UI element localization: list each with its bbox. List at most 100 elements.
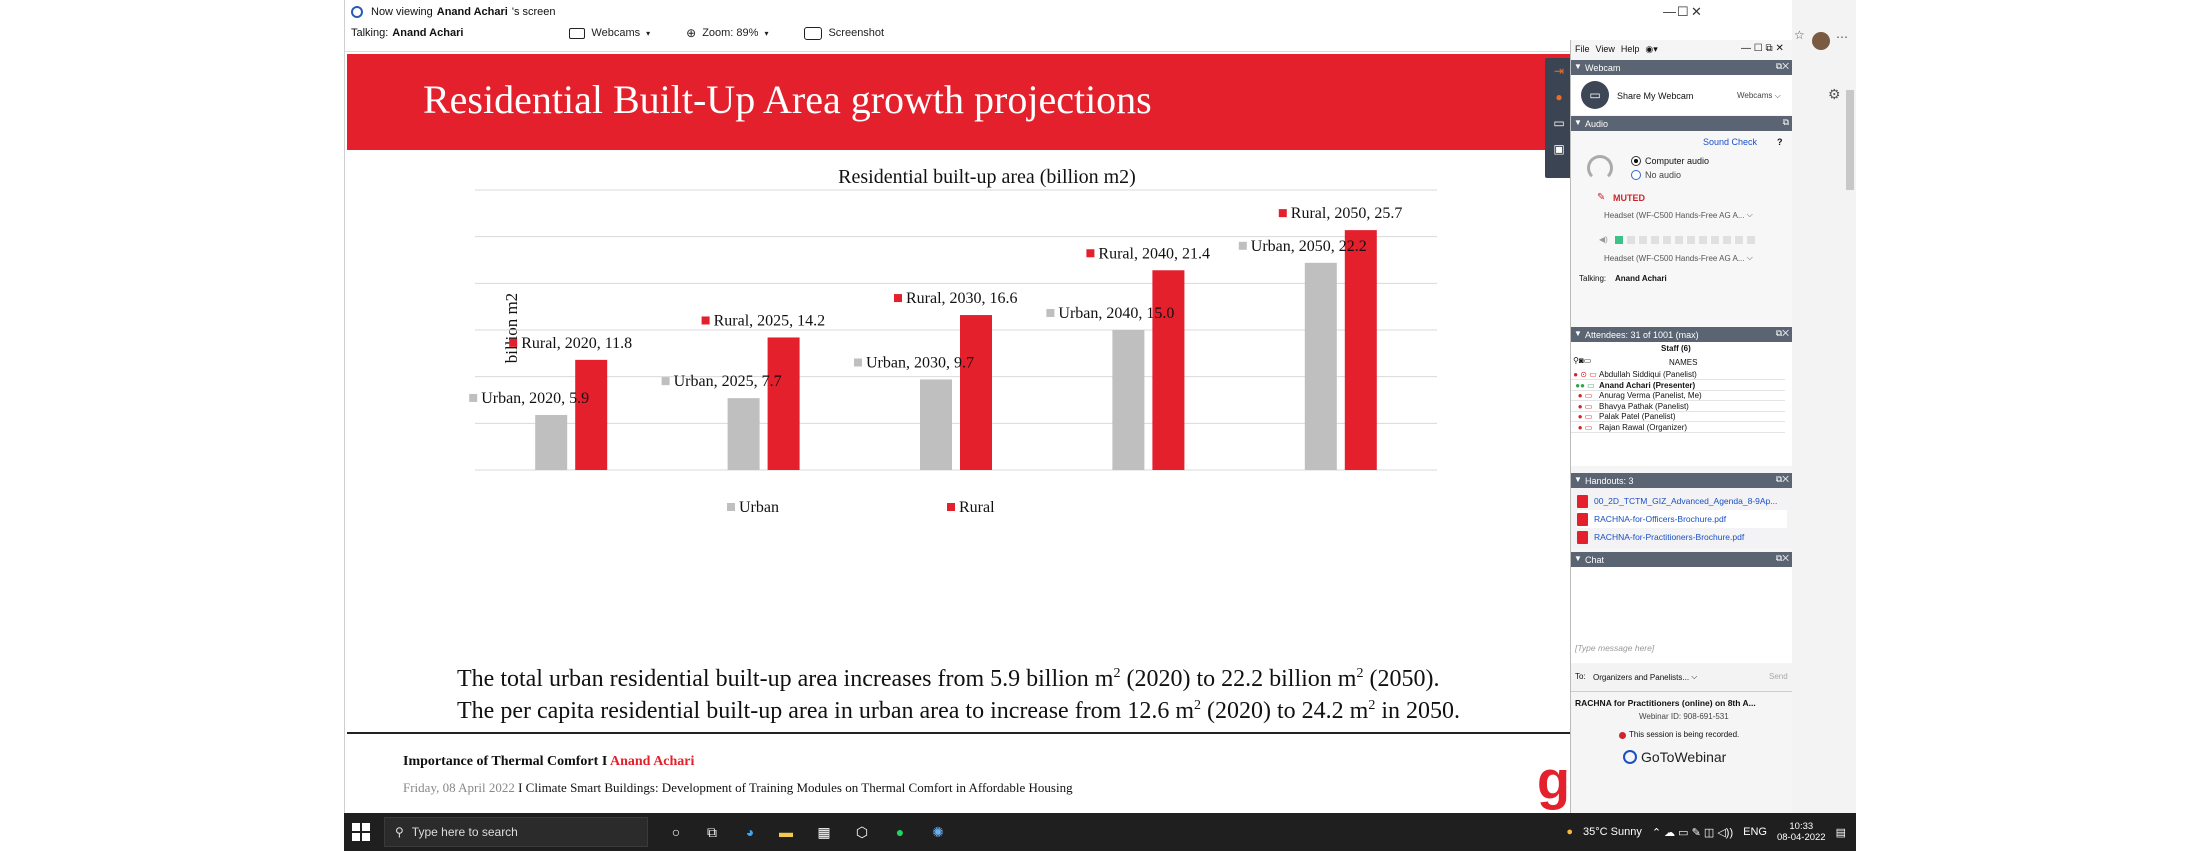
microphone-device-dropdown[interactable]: Headset (WF-C500 Hands-Free AG A... ⌵ [1604, 210, 1753, 220]
share-webcam-button[interactable]: ▭ [1581, 81, 1609, 109]
menu-file[interactable]: File [1575, 44, 1590, 54]
pdf-icon [1577, 494, 1588, 508]
superscript: 2 [1113, 666, 1121, 681]
spotify-icon[interactable]: ● [895, 824, 905, 840]
bar-rural-2040 [1152, 270, 1185, 470]
sound-check-link[interactable]: Sound Check [1703, 137, 1758, 147]
help-icon[interactable]: ? [1777, 137, 1783, 147]
weather-text[interactable]: 35°C Sunny [1583, 826, 1642, 838]
chart-data-labels: Urban, 2020, 5.9 Rural, 2020, 11.8 Urban, … [469, 205, 1402, 407]
file-explorer-icon[interactable]: ▬ [779, 824, 793, 840]
recipient-label: Organizers and Panelists... [1593, 672, 1690, 682]
handout-link[interactable]: RACHNA-for-Practitioners-Brochure.pdf [1594, 532, 1745, 542]
staff-label: Staff (6) [1661, 344, 1691, 353]
recipient-dropdown[interactable]: Organizers and Panelists... ⌵ [1593, 672, 1698, 682]
attendee-row[interactable]: ● ▭ Bhavya Pathak (Panelist) [1571, 402, 1785, 412]
computer-audio-radio[interactable] [1631, 156, 1641, 166]
footer-project: Climate Smart Buildings: Development of … [525, 780, 1073, 795]
handouts-section-header[interactable]: ▼ Handouts: 3 ⧉✕ [1571, 473, 1793, 488]
gotowebinar-taskbar-icon[interactable]: ✺ [932, 823, 944, 840]
summary-line-2-a: The per capita residential built-up area… [457, 698, 1195, 724]
webinar-info: RACHNA for Practitioners (online) on 8th… [1571, 691, 1793, 813]
avatar[interactable] [1812, 32, 1830, 50]
cortana-icon[interactable]: ○ [671, 824, 681, 840]
globe-icon[interactable]: ◉▾ [1645, 44, 1658, 54]
minimize-button[interactable]: — [1663, 4, 1676, 19]
section-controls-icon[interactable]: ⧉✕ [1775, 61, 1789, 71]
share-webcam-label: Share My Webcam [1617, 91, 1694, 101]
handout-item[interactable]: 00_2D_TCTM_GIZ_Advanced_Agenda_8-9Ap... [1577, 492, 1787, 510]
attendees-header-label: Attendees: 31 of 1001 (max) [1585, 329, 1699, 340]
mic-muted-icon[interactable]: ✎ [1597, 192, 1606, 203]
panel-window-controls[interactable]: — ☐ ⧉ ✕ [1741, 43, 1784, 54]
handout-link[interactable]: 00_2D_TCTM_GIZ_Advanced_Agenda_8-9Ap... [1594, 496, 1778, 506]
legend-marker [947, 503, 955, 511]
attendees-section-header[interactable]: ▼ Attendees: 31 of 1001 (max) ⧉✕ [1571, 327, 1793, 342]
notifications-icon[interactable]: ▤ [1835, 826, 1846, 839]
webcam-icon[interactable]: ▭ [1553, 116, 1565, 130]
section-controls-icon[interactable]: ⧉✕ [1775, 328, 1789, 338]
handout-link[interactable]: RACHNA-for-Officers-Brochure.pdf [1594, 514, 1727, 524]
handout-item[interactable]: RACHNA-for-Officers-Brochure.pdf [1577, 510, 1787, 528]
taskbar-search-input[interactable]: ⚲ Type here to search [384, 817, 648, 847]
more-options-icon[interactable]: ⋯ [1836, 30, 1848, 44]
legend-marker [727, 503, 735, 511]
attendee-row[interactable]: ● ▭ Palak Patel (Panelist) [1571, 412, 1785, 422]
chevron-down-icon: ▾ [764, 28, 769, 38]
webcam-section-header[interactable]: ▼ Webcam ⧉✕ [1571, 60, 1793, 75]
data-label: Rural, 2020, 11.8 [521, 335, 632, 352]
attendee-column-icons: ⚲◙▭ [1573, 356, 1592, 365]
handout-item[interactable]: RACHNA-for-Practitioners-Brochure.pdf [1577, 528, 1787, 546]
chart-bars [535, 230, 1377, 470]
edge-icon[interactable]: ◕ [745, 824, 755, 840]
attendee-row[interactable]: ● ⊙ ▭ Abdullah Siddiqui (Panelist) [1571, 370, 1785, 380]
webcams-dropdown[interactable]: Webcams ⌵ [1737, 91, 1781, 100]
close-button[interactable]: ✕ [1691, 4, 1702, 19]
task-view-icon[interactable]: ⧉ [707, 823, 717, 840]
collapse-triangle-icon: ▼ [1574, 554, 1582, 563]
menu-view[interactable]: View [1595, 44, 1615, 54]
no-audio-radio[interactable] [1631, 170, 1641, 180]
windows-start-icon[interactable] [352, 823, 370, 841]
screen-share-icon[interactable]: ▣ [1553, 142, 1565, 156]
pdf-icon [1577, 530, 1588, 544]
webinar-title: RACHNA for Practitioners (online) on 8th… [1575, 698, 1756, 708]
webcam-section: ▭ Share My Webcam Webcams ⌵ [1571, 75, 1793, 115]
audio-section-header[interactable]: ▼ Audio ⧉ [1571, 116, 1793, 131]
attendee-row[interactable]: ● ▭ Anurag Verma (Panelist, Me) [1571, 391, 1785, 401]
data-label-marker [1046, 309, 1055, 317]
mic-icon[interactable]: ● [1555, 90, 1563, 104]
attendee-row[interactable]: ●● ▭ Anand Achari (Presenter) [1571, 381, 1785, 391]
menu-help[interactable]: Help [1620, 44, 1640, 54]
webcams-button[interactable]: Webcams ▾ [569, 27, 650, 39]
collapse-panel-icon[interactable]: ⇥ [1553, 64, 1565, 78]
system-tray: ● 35°C Sunny ⌃ ☁ ▭ ✎ ◫ ◁)) ENG 10:33 08-… [1566, 813, 1846, 851]
chat-message-input[interactable]: [Type message here] [1575, 643, 1655, 653]
gotowebinar-icon [351, 6, 363, 18]
section-controls-icon[interactable]: ⧉✕ [1775, 474, 1789, 484]
send-button[interactable]: Send [1769, 672, 1788, 681]
summary-line-2: The per capita residential built-up area… [457, 698, 1460, 725]
screenshot-button[interactable]: Screenshot [804, 26, 884, 40]
tray-icons[interactable]: ⌃ ☁ ▭ ✎ ◫ ◁)) [1651, 826, 1734, 839]
maximize-button[interactable]: ☐ [1677, 4, 1689, 19]
webcams-dropdown-label: Webcams [1737, 91, 1773, 100]
attendee-status-icon: ● ▭ [1577, 412, 1593, 421]
section-controls-icon[interactable]: ⧉✕ [1775, 553, 1789, 563]
shared-slide: Residential Built-Up Area growth project… [347, 54, 1705, 811]
summary-line-1-a: The total urban residential built-up are… [457, 666, 1114, 692]
scrollbar[interactable] [1846, 90, 1854, 190]
chat-section-header[interactable]: ▼ Chat ⧉✕ [1571, 552, 1793, 567]
floating-control-toolbar: ⇥ ● ▭ ▣ [1545, 58, 1573, 178]
attendee-name: Rajan Rawal (Organizer) [1599, 422, 1688, 432]
section-controls-icon[interactable]: ⧉ [1782, 117, 1789, 127]
viewer-controls: Talking: Anand Achari Webcams ▾ ⊕ Zoom: … [351, 26, 884, 40]
language-indicator[interactable]: ENG [1743, 826, 1767, 838]
zoom-button[interactable]: ⊕ Zoom: 89% ▾ [686, 26, 768, 40]
app-icon[interactable]: ⬡ [855, 823, 869, 840]
attendee-row[interactable]: ● ▭ Rajan Rawal (Organizer) [1571, 423, 1785, 433]
speaker-device-dropdown[interactable]: Headset (WF-C500 Hands-Free AG A... ⌵ [1604, 253, 1753, 263]
clock[interactable]: 10:33 08-04-2022 [1777, 821, 1826, 844]
store-icon[interactable]: ▦ [817, 823, 831, 840]
settings-gear-icon[interactable]: ⚙ [1828, 86, 1841, 102]
